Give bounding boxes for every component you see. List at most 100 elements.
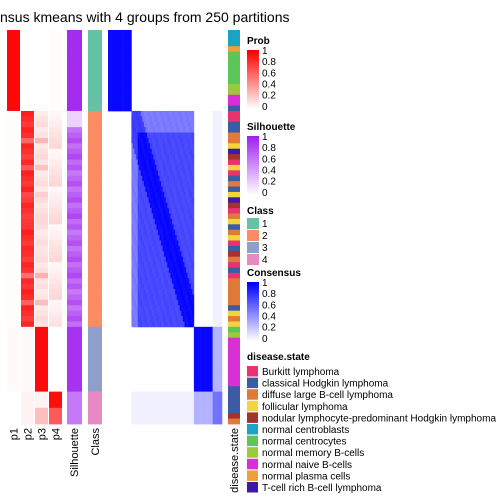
consensus-cell: [123, 78, 126, 85]
consensus-cell: [140, 224, 143, 231]
consensus-cell: [190, 170, 193, 177]
consensus-cell: [179, 164, 182, 171]
disease-state-cell: [228, 370, 240, 376]
consensus-cell: [176, 137, 179, 144]
consensus-cell: [186, 262, 188, 268]
consensus-cell: [147, 127, 149, 133]
consensus-cell: [145, 186, 148, 193]
consensus-cell: [150, 272, 153, 279]
consensus-legend-swatch: [247, 336, 259, 339]
consensus-cell: [187, 154, 190, 160]
class-cell: [88, 256, 102, 263]
prob-cell: [35, 224, 48, 231]
consensus-cell: [148, 148, 151, 155]
consensus-cell: [203, 413, 206, 420]
consensus-cell: [187, 191, 190, 198]
consensus-cell: [157, 137, 160, 144]
consensus-cell: [164, 245, 167, 252]
consensus-cell: [112, 35, 115, 42]
consensus-cell: [145, 159, 148, 166]
silhouette-legend-swatch: [247, 142, 259, 145]
consensus-legend-swatch: [247, 320, 259, 323]
consensus-cell: [192, 316, 195, 322]
consensus-cell: [189, 310, 192, 317]
consensus-cell: [179, 224, 182, 231]
consensus-cell: [172, 391, 174, 398]
prob-cell: [49, 397, 62, 403]
prob-cell: [49, 240, 62, 247]
consensus-cell: [187, 229, 190, 236]
disease-state-cell: [228, 132, 240, 139]
consensus-cell: [145, 391, 148, 398]
consensus-cell: [217, 343, 220, 349]
consensus-cell: [175, 235, 178, 241]
consensus-cell: [161, 229, 163, 236]
prob-cell: [49, 407, 62, 414]
prob-cell: [35, 402, 48, 409]
consensus-cell: [147, 240, 149, 247]
consensus-cell: [218, 283, 221, 290]
consensus-cell: [164, 256, 167, 263]
prob-legend-tick: 0.2: [262, 91, 276, 102]
consensus-cell: [195, 402, 198, 409]
consensus-cell: [173, 110, 176, 117]
consensus-cell: [189, 278, 192, 285]
consensus-cell: [214, 235, 217, 241]
consensus-cell: [145, 407, 148, 414]
consensus-cell: [204, 413, 207, 420]
consensus-cell: [220, 316, 223, 322]
consensus-cell: [211, 353, 213, 360]
consensus-cell: [197, 418, 199, 425]
consensus-cell: [218, 164, 221, 171]
prob-cell: [35, 164, 48, 171]
consensus-cell: [151, 278, 154, 285]
consensus-cell: [153, 299, 156, 306]
consensus-cell: [168, 164, 171, 171]
class-cell: [88, 418, 102, 425]
consensus-cell: [111, 30, 113, 36]
consensus-cell: [172, 208, 174, 214]
consensus-cell: [151, 289, 154, 295]
consensus-cell: [154, 202, 157, 209]
consensus-cell: [143, 251, 146, 258]
prob-cell: [21, 262, 34, 268]
consensus-cell: [134, 175, 137, 182]
consensus-cell: [150, 262, 153, 268]
consensus-cell: [142, 289, 145, 295]
consensus-cell: [161, 208, 163, 214]
prob-cell: [21, 89, 34, 96]
consensus-cell: [150, 175, 153, 182]
consensus-cell: [201, 337, 204, 344]
consensus-cell: [193, 364, 196, 371]
consensus-cell: [164, 224, 167, 231]
consensus-cell: [112, 51, 115, 58]
consensus-cell: [165, 407, 168, 414]
silhouette-cell: [67, 391, 82, 398]
consensus-cell: [212, 380, 215, 387]
consensus-cell: [212, 137, 215, 144]
consensus-cell: [181, 240, 184, 247]
consensus-cell: [156, 294, 159, 301]
prob-cell: [35, 278, 48, 285]
consensus-cell: [134, 407, 137, 414]
consensus-cell: [156, 148, 159, 155]
consensus-cell: [168, 413, 171, 420]
consensus-cell: [154, 218, 157, 225]
silhouette-legend-swatch: [247, 156, 259, 159]
consensus-cell: [192, 321, 195, 328]
consensus-legend-swatch: [247, 328, 259, 331]
disease-state-cell: [228, 343, 240, 349]
consensus-cell: [204, 353, 207, 360]
prob-legend-swatch: [247, 62, 259, 65]
consensus-cell: [218, 181, 221, 187]
consensus-cell: [172, 262, 174, 268]
consensus-cell: [176, 397, 179, 403]
prob-cell: [21, 208, 34, 214]
consensus-cell: [192, 272, 195, 279]
prob-cell: [35, 262, 48, 268]
consensus-cell: [142, 413, 145, 420]
consensus-cell: [176, 316, 179, 322]
prob-cell: [49, 154, 62, 160]
consensus-cell: [182, 402, 185, 409]
consensus-cell: [147, 202, 149, 209]
